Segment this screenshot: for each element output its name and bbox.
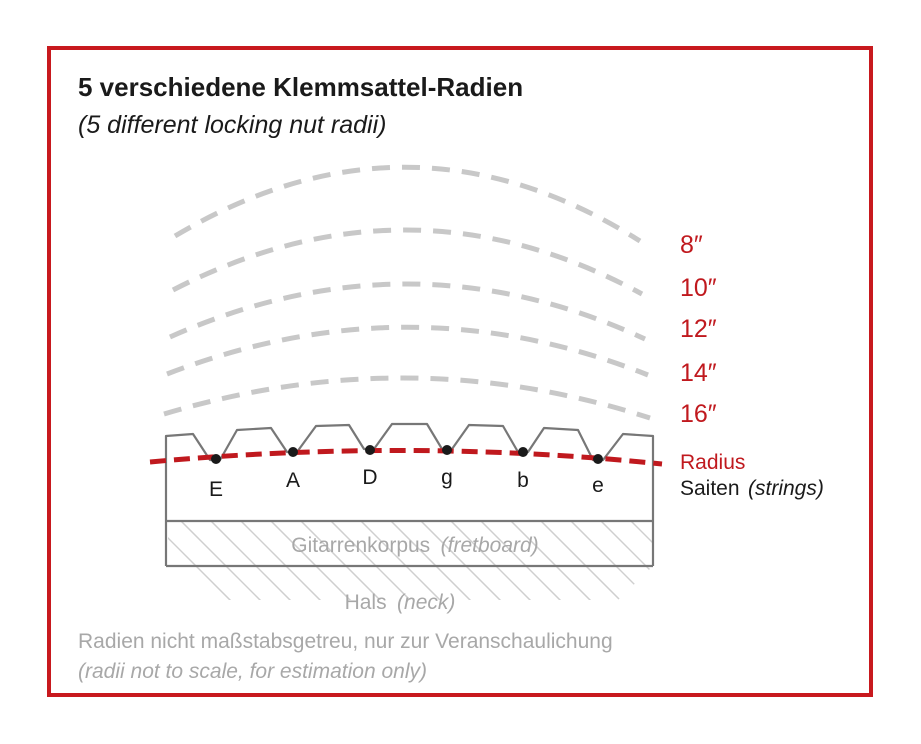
string-dot-A bbox=[288, 447, 298, 457]
string-dot-D bbox=[365, 445, 375, 455]
string-label-E: E bbox=[209, 478, 223, 501]
strings bbox=[211, 445, 603, 464]
string-dot-b bbox=[518, 447, 528, 457]
radius-label-14: 14″ bbox=[680, 359, 717, 387]
arc-16-inch bbox=[163, 375, 651, 421]
frame-border bbox=[47, 46, 873, 697]
string-labels: E A D g b e bbox=[209, 466, 604, 501]
string-label-A: A bbox=[286, 469, 300, 492]
string-label-e: e bbox=[592, 474, 604, 497]
neck-label-en: (neck) bbox=[397, 591, 455, 614]
neck-label-de: Hals bbox=[345, 591, 387, 614]
string-label-D: D bbox=[362, 466, 377, 489]
radius-label-10: 10″ bbox=[680, 274, 717, 302]
radius-arcs bbox=[163, 164, 651, 421]
legend-saiten: Saiten bbox=[680, 477, 740, 500]
radius-label-12: 12″ bbox=[680, 315, 717, 343]
neck-hatching bbox=[168, 522, 653, 600]
string-label-b: b bbox=[517, 469, 529, 492]
string-dot-E bbox=[211, 454, 221, 464]
arc-8-inch bbox=[173, 164, 642, 244]
fretboard-label: Gitarrenkorpus (fretboard) bbox=[291, 534, 538, 557]
arc-12-inch bbox=[168, 281, 647, 342]
arc-14-inch bbox=[166, 324, 649, 378]
fretboard-label-en: (fretboard) bbox=[441, 534, 539, 557]
radius-label-16: 16″ bbox=[680, 400, 717, 428]
string-dot-g bbox=[442, 445, 452, 455]
radius-label-8: 8″ bbox=[680, 231, 703, 259]
nut-outline bbox=[164, 422, 655, 566]
legend-radius: Radius bbox=[680, 451, 745, 474]
string-dot-e bbox=[593, 454, 603, 464]
string-label-g: g bbox=[441, 466, 453, 489]
fretboard-label-de: Gitarrenkorpus bbox=[291, 534, 430, 557]
note-de: Radien nicht maßstabsgetreu, nur zur Ver… bbox=[78, 630, 613, 653]
neck-label: Hals (neck) bbox=[345, 591, 456, 614]
legend-strings-en: (strings) bbox=[748, 477, 824, 500]
title: 5 verschiedene Klemmsattel-Radien bbox=[78, 72, 523, 102]
arc-10-inch bbox=[171, 227, 644, 297]
subtitle: (5 different locking nut radii) bbox=[78, 111, 386, 139]
note-en: (radii not to scale, for estimation only… bbox=[78, 660, 427, 683]
legend-strings: Saiten (strings) bbox=[680, 477, 824, 500]
radius-line bbox=[149, 447, 663, 467]
radius-labels: 8″ 10″ 12″ 14″ 16″ bbox=[680, 231, 717, 428]
